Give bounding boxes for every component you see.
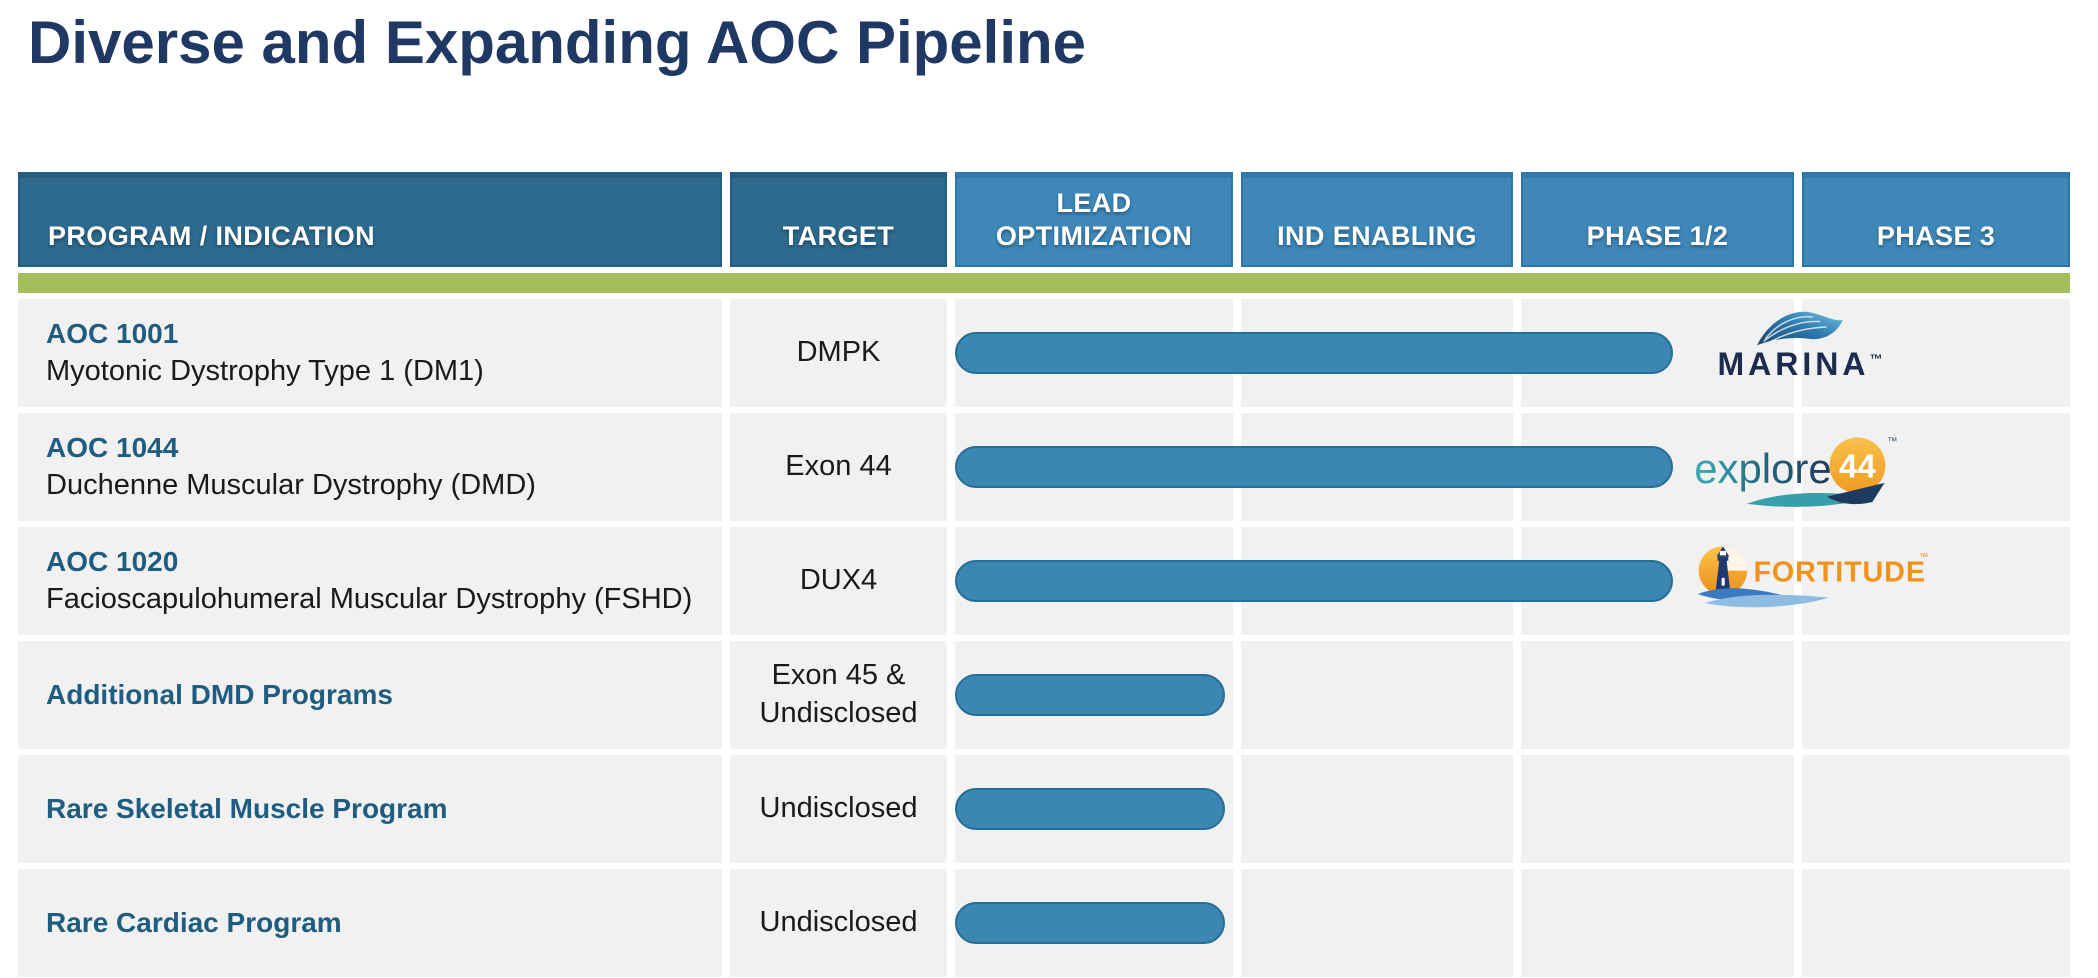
program-indication: Myotonic Dystrophy Type 1 (DM1) — [46, 355, 484, 387]
fortitude-trial-logo: FORTITUDE ™ — [1696, 538, 1934, 619]
program-cell-aoc-1020: AOC 1020 Facioscapulohumeral Muscular Dy… — [18, 527, 722, 635]
program-cell-rare-cardiac: Rare Cardiac Program — [18, 869, 722, 977]
target-cell: Exon 44 — [730, 413, 947, 521]
pipeline-bar-additional-dmd — [955, 674, 1225, 716]
program-cell-rare-skeletal: Rare Skeletal Muscle Program — [18, 755, 722, 863]
program-name: Rare Cardiac Program — [46, 907, 342, 938]
fortitude-lighthouse-icon: FORTITUDE ™ — [1697, 546, 1929, 608]
program-name: Additional DMD Programs — [46, 679, 393, 710]
program-name: AOC 1044 — [46, 432, 179, 463]
stage-cell-phase-3 — [1802, 869, 2070, 977]
fortitude-trademark: ™ — [1919, 552, 1929, 563]
marina-word: MARINA — [1717, 346, 1870, 382]
target-cell: DUX4 — [730, 527, 947, 635]
stage-cell-ind-enabling — [1241, 869, 1513, 977]
stage-cell-phase-1-2 — [1521, 641, 1794, 749]
marina-trademark: ™ — [1869, 351, 1883, 367]
pipeline-bar-aoc-1001 — [955, 332, 1673, 374]
pipeline-bar-rare-cardiac — [955, 902, 1225, 944]
column-header-phase-1-2: PHASE 1/2 — [1521, 172, 1794, 267]
pipeline-bar-aoc-1044 — [955, 446, 1673, 488]
target-cell: Undisclosed — [730, 755, 947, 863]
stage-cell-phase-3 — [1802, 299, 2070, 407]
marina-wave-icon — [1757, 311, 1843, 346]
pipeline-bar-aoc-1020 — [955, 560, 1673, 602]
marina-wordmark: MARINA™ — [1718, 346, 1883, 383]
explore44-sun-boat-icon: explore 44 ™ — [1694, 436, 1898, 507]
program-name: AOC 1001 — [46, 318, 179, 349]
program-cell-additional-dmd: Additional DMD Programs — [18, 641, 722, 749]
stage-cell-phase-3 — [1802, 527, 2070, 635]
stage-cell-ind-enabling — [1241, 641, 1513, 749]
column-header-program-indication: PROGRAM / INDICATION — [18, 172, 722, 267]
program-name: AOC 1020 — [46, 546, 179, 577]
stage-cell-phase-1-2 — [1521, 869, 1794, 977]
page-title: Diverse and Expanding AOC Pipeline — [28, 9, 1087, 76]
program-name: Rare Skeletal Muscle Program — [46, 793, 448, 824]
pipeline-table: PROGRAM / INDICATION TARGET LEAD OPTIMIZ… — [18, 172, 2070, 977]
stage-cell-phase-3 — [1802, 755, 2070, 863]
program-indication: Facioscapulohumeral Muscular Dystrophy (… — [46, 583, 693, 615]
fortitude-word: FORTITUDE — [1753, 556, 1925, 588]
stage-cell-ind-enabling — [1241, 755, 1513, 863]
program-indication: Duchenne Muscular Dystrophy (DMD) — [46, 469, 536, 501]
column-header-lead-optimization: LEAD OPTIMIZATION — [955, 172, 1233, 267]
explore44-number: 44 — [1839, 449, 1876, 486]
target-cell: DMPK — [730, 299, 947, 407]
explore44-trial-logo: explore 44 ™ — [1694, 420, 1904, 521]
marina-trial-logo: MARINA™ — [1700, 306, 1900, 383]
program-cell-aoc-1044: AOC 1044 Duchenne Muscular Dystrophy (DM… — [18, 413, 722, 521]
program-cell-aoc-1001: AOC 1001 Myotonic Dystrophy Type 1 (DM1) — [18, 299, 722, 407]
pipeline-bar-rare-skeletal — [955, 788, 1225, 830]
column-header-ind-enabling: IND ENABLING — [1241, 172, 1513, 267]
target-cell: Undisclosed — [730, 869, 947, 977]
stage-cell-phase-3 — [1802, 641, 2070, 749]
green-accent-band — [18, 273, 2070, 293]
column-header-target: TARGET — [730, 172, 947, 267]
target-cell: Exon 45 & Undisclosed — [730, 641, 947, 749]
stage-cell-phase-1-2 — [1521, 755, 1794, 863]
explore44-trademark: ™ — [1887, 436, 1897, 447]
explore44-word: explore — [1694, 445, 1831, 492]
column-header-phase-3: PHASE 3 — [1802, 172, 2070, 267]
